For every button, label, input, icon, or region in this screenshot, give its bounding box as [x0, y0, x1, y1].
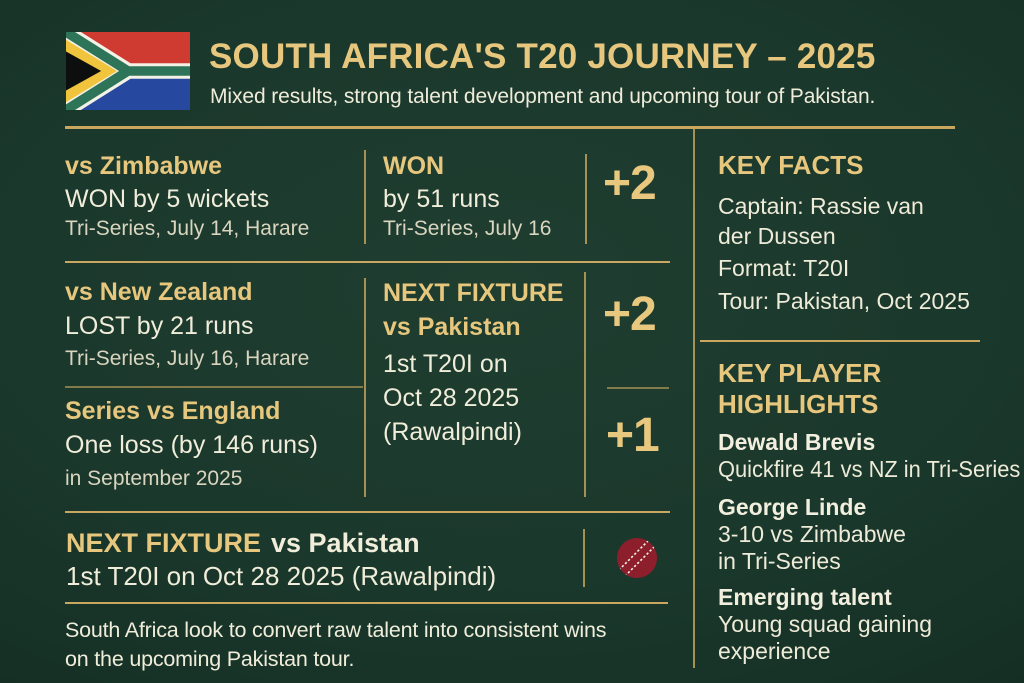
player-detail: experience [718, 638, 831, 664]
score-divider [607, 387, 669, 389]
south-africa-flag-icon [66, 32, 190, 110]
summary-won-title: WON [383, 152, 445, 180]
banner-divider [65, 602, 668, 604]
page-title: SOUTH AFRICA'S T20 JOURNEY – 2025 [209, 37, 876, 76]
player-name: George Linde [718, 494, 867, 520]
outlook-line: on the upcoming Pakistan tour. [65, 647, 355, 671]
banner-title-rest: vs Pakistan [271, 528, 420, 558]
outlook-line: South Africa look to convert raw talent … [65, 618, 607, 642]
result-opponent: vs New Zealand [65, 278, 253, 306]
player-detail: Young squad gaining [718, 611, 933, 637]
key-facts-heading: KEY FACTS [718, 150, 864, 180]
result-opponent: Series vs England [65, 397, 281, 425]
right-panel-divider [693, 128, 695, 668]
key-facts-line: der Dussen [718, 223, 836, 249]
row1-divider [65, 261, 670, 263]
result-detail: Tri-Series, July 16, Harare [65, 347, 310, 370]
key-players-heading: HIGHLIGHTS [718, 389, 879, 419]
next-fixture-line: 1st T20I on [383, 350, 508, 378]
player-detail: 3-10 vs Zimbabwe [718, 521, 906, 547]
result-detail: in September 2025 [65, 467, 243, 490]
row2-col-divider [364, 278, 366, 497]
result-opponent: vs Zimbabwe [65, 152, 222, 180]
row1-col-divider [364, 150, 366, 244]
key-facts-line: Format: T20I [718, 255, 850, 281]
banner-col-divider [583, 529, 585, 587]
banner-title: NEXT FIXTURE vs Pakistan [66, 528, 420, 559]
banner-title-highlight: NEXT FIXTURE [66, 528, 262, 558]
key-players-heading: KEY PLAYER [718, 358, 882, 388]
result-outcome: WON by 5 wickets [65, 185, 270, 213]
key-facts-line: Tour: Pakistan, Oct 2025 [718, 288, 970, 314]
next-fixture-line: (Rawalpindi) [383, 418, 522, 446]
row2-score-divider [584, 272, 586, 497]
summary-won-result: by 51 runs [383, 185, 500, 213]
row2-divider [65, 511, 670, 513]
player-name: Dewald Brevis [718, 429, 876, 455]
left-sub-divider [65, 386, 363, 388]
next-fixture-title: NEXT FIXTURE [383, 279, 564, 307]
summary-won-detail: Tri-Series, July 16 [383, 217, 552, 240]
header-divider [65, 126, 955, 129]
player-detail: in Tri-Series [718, 548, 841, 574]
player-detail: Quickfire 41 vs NZ in Tri-Series [718, 456, 1021, 482]
row1-score-divider [585, 154, 587, 244]
key-facts-line: Captain: Rassie van [718, 193, 924, 219]
score-badge: +2 [603, 157, 657, 210]
next-fixture-line: Oct 28 2025 [383, 384, 520, 412]
page-subtitle: Mixed results, strong talent development… [210, 85, 876, 108]
next-fixture-opponent: vs Pakistan [383, 313, 521, 341]
banner-subtitle: 1st T20I on Oct 28 2025 (Rawalpindi) [66, 561, 497, 591]
result-detail: Tri-Series, July 14, Harare [65, 217, 310, 240]
result-outcome: One loss (by 146 runs) [65, 431, 318, 459]
player-name: Emerging talent [718, 584, 892, 610]
result-outcome: LOST by 21 runs [65, 312, 254, 340]
score-badge: +1 [606, 409, 660, 462]
panel-divider [700, 340, 980, 342]
cricket-ball-icon [616, 537, 658, 579]
score-badge: +2 [603, 288, 657, 341]
